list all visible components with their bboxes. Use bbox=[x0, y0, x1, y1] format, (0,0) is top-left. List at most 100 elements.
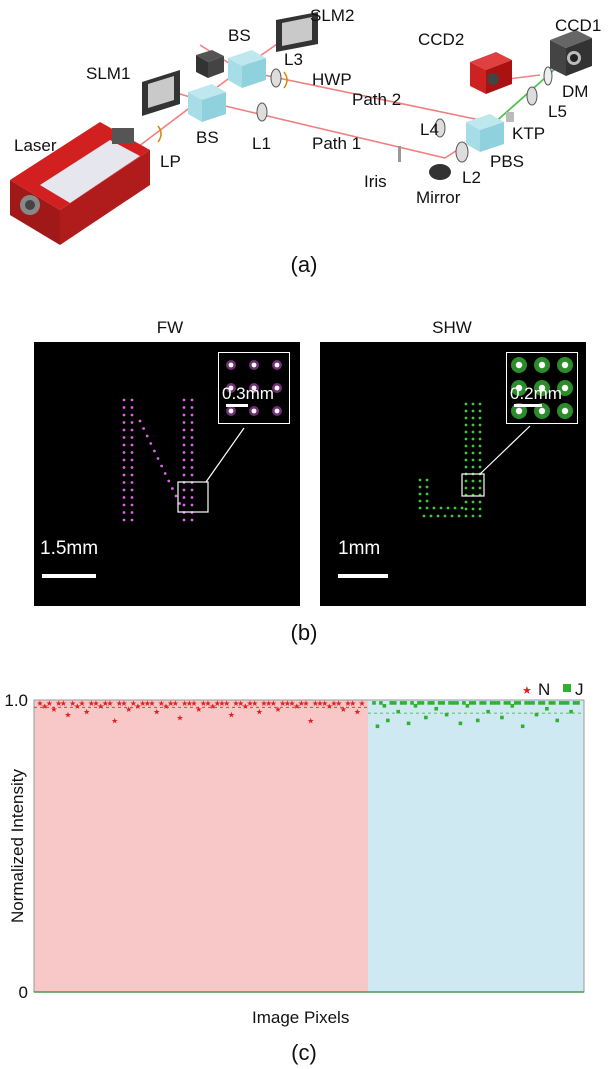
fw-dot bbox=[191, 496, 194, 499]
shw-inset-dot bbox=[539, 408, 545, 414]
label-iris: Iris bbox=[364, 172, 387, 192]
shw-dot bbox=[472, 487, 475, 490]
shw-dot bbox=[465, 403, 468, 406]
ccd1-camera bbox=[550, 30, 592, 76]
shw-dot bbox=[479, 452, 482, 455]
fw-dot bbox=[131, 436, 134, 439]
fw-dot bbox=[123, 459, 126, 462]
fw-dot bbox=[131, 414, 134, 417]
shw-dot bbox=[465, 459, 468, 462]
chart-legend: ★ N J bbox=[522, 680, 584, 699]
shw-dot bbox=[472, 466, 475, 469]
data-point-n: ★ bbox=[148, 699, 155, 708]
shw-dot bbox=[479, 480, 482, 483]
fw-dot bbox=[191, 489, 194, 492]
shw-dot bbox=[479, 438, 482, 441]
ktp-crystal bbox=[506, 112, 514, 122]
data-point-j bbox=[545, 707, 549, 711]
data-point-j bbox=[428, 701, 432, 705]
shw-dot bbox=[479, 515, 482, 518]
data-point-n: ★ bbox=[251, 699, 258, 708]
shw-inset-dot bbox=[516, 408, 522, 414]
fw-dot bbox=[183, 489, 186, 492]
data-point-n: ★ bbox=[111, 716, 118, 725]
fw-dot bbox=[131, 399, 134, 402]
shw-dot bbox=[479, 424, 482, 427]
label-l5: L5 bbox=[548, 102, 567, 122]
fw-dot bbox=[183, 406, 186, 409]
shw-inset-dot bbox=[539, 362, 545, 368]
shw-dot bbox=[472, 438, 475, 441]
fw-dot bbox=[191, 459, 194, 462]
data-point-n: ★ bbox=[172, 699, 179, 708]
mirror-dm bbox=[544, 67, 552, 85]
lens-l5 bbox=[527, 87, 537, 105]
fw-dot bbox=[131, 511, 134, 514]
label-bs-top: BS bbox=[228, 26, 251, 46]
data-point-n: ★ bbox=[256, 708, 263, 717]
shw-dot bbox=[458, 515, 461, 518]
data-point-j bbox=[538, 701, 542, 705]
shw-dot bbox=[472, 459, 475, 462]
data-point-j bbox=[507, 701, 511, 705]
shw-dot bbox=[479, 487, 482, 490]
label-slm1: SLM1 bbox=[86, 64, 130, 84]
data-point-j bbox=[379, 701, 383, 705]
fw-zoom-arrow bbox=[206, 428, 244, 482]
data-point-j bbox=[438, 701, 442, 705]
fw-dot bbox=[149, 442, 152, 445]
shw-inset-scale-label: 0.2mm bbox=[510, 384, 562, 404]
shw-dot bbox=[419, 493, 422, 496]
legend-marker-j bbox=[563, 684, 571, 692]
data-point-j bbox=[476, 719, 480, 723]
fw-scale-label: 1.5mm bbox=[40, 538, 98, 560]
shw-dot bbox=[465, 515, 468, 518]
fw-dot bbox=[123, 504, 126, 507]
data-point-n: ★ bbox=[176, 714, 183, 723]
shw-dot bbox=[451, 515, 454, 518]
label-path2: Path 2 bbox=[352, 90, 401, 110]
fw-inset-scale-bar bbox=[226, 404, 248, 407]
fw-dot bbox=[146, 435, 149, 438]
shw-dot bbox=[479, 445, 482, 448]
data-point-j bbox=[403, 701, 407, 705]
fw-inset-dot bbox=[252, 363, 257, 368]
fw-dot bbox=[131, 481, 134, 484]
fw-dot bbox=[183, 421, 186, 424]
legend-label-n: N bbox=[538, 680, 550, 699]
caption-b: (b) bbox=[274, 620, 334, 646]
label-ktp: KTP bbox=[512, 124, 545, 144]
fw-dot bbox=[183, 519, 186, 522]
fw-scale-bar bbox=[42, 574, 96, 578]
data-point-j bbox=[562, 701, 566, 705]
fw-dot bbox=[191, 474, 194, 477]
fw-dot bbox=[123, 414, 126, 417]
fw-dot bbox=[183, 399, 186, 402]
shw-dot bbox=[472, 431, 475, 434]
data-point-j bbox=[535, 713, 539, 717]
data-point-j bbox=[393, 701, 397, 705]
fw-dot bbox=[131, 444, 134, 447]
fw-inset-scale-label: 0.3mm bbox=[222, 384, 274, 404]
shw-scale-label: 1mm bbox=[338, 538, 380, 560]
fw-dot bbox=[123, 489, 126, 492]
shw-dot bbox=[426, 486, 429, 489]
fw-dot bbox=[191, 399, 194, 402]
label-l2: L2 bbox=[462, 168, 481, 188]
fw-dot bbox=[183, 459, 186, 462]
fw-dot bbox=[123, 474, 126, 477]
data-point-j bbox=[479, 701, 483, 705]
shw-dot bbox=[472, 452, 475, 455]
label-l3: L3 bbox=[284, 50, 303, 70]
shw-dot bbox=[465, 508, 468, 511]
data-point-n: ★ bbox=[354, 708, 361, 717]
fw-dot bbox=[123, 444, 126, 447]
shw-dot bbox=[430, 515, 433, 518]
legend-marker-n: ★ bbox=[522, 685, 532, 697]
shw-dot bbox=[426, 493, 429, 496]
shw-dot bbox=[419, 486, 422, 489]
data-point-j bbox=[466, 704, 470, 708]
fw-dot bbox=[131, 519, 134, 522]
fw-dot bbox=[183, 496, 186, 499]
fw-inset-dot bbox=[229, 363, 234, 368]
